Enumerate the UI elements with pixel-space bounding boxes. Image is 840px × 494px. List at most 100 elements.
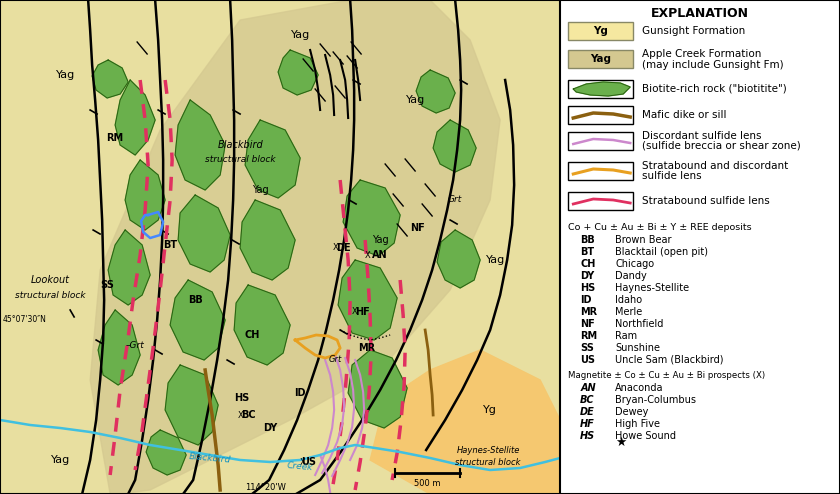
Text: –Grt: –Grt <box>125 340 144 349</box>
Text: Haynes-Stellite: Haynes-Stellite <box>615 283 690 293</box>
Text: HF: HF <box>580 419 595 429</box>
Polygon shape <box>348 350 407 428</box>
Text: AN: AN <box>580 383 596 393</box>
Text: Magnetite ± Co ± Cu ± Au ± Bi prospects (X): Magnetite ± Co ± Cu ± Au ± Bi prospects … <box>569 370 765 379</box>
Text: Yag: Yag <box>291 30 310 40</box>
Text: HS: HS <box>580 283 596 293</box>
Text: X: X <box>299 457 305 466</box>
Text: DE: DE <box>580 407 595 417</box>
Text: 114°20'W: 114°20'W <box>244 483 286 492</box>
Text: X: X <box>237 411 243 419</box>
Polygon shape <box>339 260 397 340</box>
Bar <box>569 192 633 210</box>
Text: US: US <box>580 355 596 365</box>
Text: structural block: structural block <box>15 290 86 299</box>
Text: BB: BB <box>188 295 202 305</box>
Text: Brown Bear: Brown Bear <box>615 235 672 245</box>
Text: NF: NF <box>580 319 595 329</box>
Polygon shape <box>234 285 290 365</box>
Polygon shape <box>146 430 186 475</box>
Text: Yag: Yag <box>55 70 75 80</box>
Text: structural block: structural block <box>205 156 276 165</box>
Polygon shape <box>90 0 500 494</box>
Text: Stratabound and discordant: Stratabound and discordant <box>643 161 789 171</box>
Polygon shape <box>125 160 165 230</box>
Text: SS: SS <box>100 280 114 290</box>
Text: Blackbird: Blackbird <box>189 453 232 465</box>
Polygon shape <box>92 60 129 98</box>
Text: High Five: High Five <box>615 419 660 429</box>
Text: Uncle Sam (Blackbird): Uncle Sam (Blackbird) <box>615 355 724 365</box>
Text: Sunshine: Sunshine <box>615 343 660 353</box>
Text: Howe Sound: Howe Sound <box>615 431 676 441</box>
Bar <box>569 162 633 180</box>
Text: Blacktail (open pit): Blacktail (open pit) <box>615 247 708 257</box>
Text: DY: DY <box>580 271 595 281</box>
Polygon shape <box>98 310 140 385</box>
Text: Haynes-Stellite: Haynes-Stellite <box>456 446 520 454</box>
Text: Yag: Yag <box>406 95 425 105</box>
Text: Co + Cu ± Au ± Bi ± Y ± REE deposits: Co + Cu ± Au ± Bi ± Y ± REE deposits <box>569 222 752 232</box>
Text: MR: MR <box>580 307 597 317</box>
Polygon shape <box>416 70 455 113</box>
Polygon shape <box>573 82 630 96</box>
Text: Bryan-Columbus: Bryan-Columbus <box>615 395 696 405</box>
Text: Grt: Grt <box>448 196 462 205</box>
Text: Discordant sulfide lens: Discordant sulfide lens <box>643 131 762 141</box>
Text: Northfield: Northfield <box>615 319 664 329</box>
Text: NF: NF <box>410 223 424 233</box>
Text: ★: ★ <box>615 436 627 449</box>
Text: Yag: Yag <box>50 455 70 465</box>
Text: Yg: Yg <box>593 26 608 36</box>
Bar <box>569 22 633 40</box>
Text: (may include Gunsight Fm): (may include Gunsight Fm) <box>643 60 784 70</box>
Text: AN: AN <box>372 250 388 260</box>
Text: 45°07'30″N: 45°07'30″N <box>3 316 46 325</box>
Text: (sulfide breccia or shear zone): (sulfide breccia or shear zone) <box>643 141 801 151</box>
Text: Stratabound sulfide lens: Stratabound sulfide lens <box>643 196 770 206</box>
Bar <box>569 50 633 68</box>
Text: DE: DE <box>336 243 350 253</box>
Text: HF: HF <box>354 307 370 317</box>
Polygon shape <box>370 350 560 494</box>
Text: Yg: Yg <box>483 405 497 415</box>
Text: Idaho: Idaho <box>615 295 643 305</box>
Text: 500 m: 500 m <box>414 479 441 488</box>
Text: US: US <box>301 457 316 467</box>
Text: CH: CH <box>580 259 596 269</box>
Text: Blackbird: Blackbird <box>218 140 263 150</box>
Text: Biotite-rich rock ("biotitite"): Biotite-rich rock ("biotitite") <box>643 84 787 94</box>
Text: Dandy: Dandy <box>615 271 647 281</box>
Text: BB: BB <box>580 235 595 245</box>
Text: Grt: Grt <box>328 356 342 365</box>
Polygon shape <box>115 80 155 155</box>
Polygon shape <box>278 50 318 95</box>
Text: ID: ID <box>580 295 591 305</box>
Polygon shape <box>433 120 476 172</box>
Polygon shape <box>344 180 400 256</box>
Text: Creek: Creek <box>286 461 313 472</box>
Text: BT: BT <box>580 247 595 257</box>
Text: EXPLANATION: EXPLANATION <box>651 7 749 20</box>
Text: RM: RM <box>580 331 597 341</box>
Text: BC: BC <box>241 410 255 420</box>
Bar <box>569 80 633 98</box>
Text: CH: CH <box>244 330 260 340</box>
Text: SS: SS <box>580 343 594 353</box>
Polygon shape <box>176 100 225 190</box>
Text: Gunsight Formation: Gunsight Formation <box>643 26 745 36</box>
Text: Anaconda: Anaconda <box>615 383 664 393</box>
Text: MR: MR <box>359 343 375 353</box>
Text: Yag: Yag <box>372 235 388 245</box>
Text: RM: RM <box>107 133 123 143</box>
Polygon shape <box>178 195 230 272</box>
Polygon shape <box>108 230 150 305</box>
Text: sulfide lens: sulfide lens <box>643 171 702 181</box>
Text: X: X <box>333 244 338 252</box>
Polygon shape <box>437 230 480 288</box>
Text: Yag: Yag <box>591 54 612 64</box>
Text: Merle: Merle <box>615 307 643 317</box>
Text: HS: HS <box>580 431 596 441</box>
Text: BC: BC <box>580 395 595 405</box>
Bar <box>569 106 633 124</box>
